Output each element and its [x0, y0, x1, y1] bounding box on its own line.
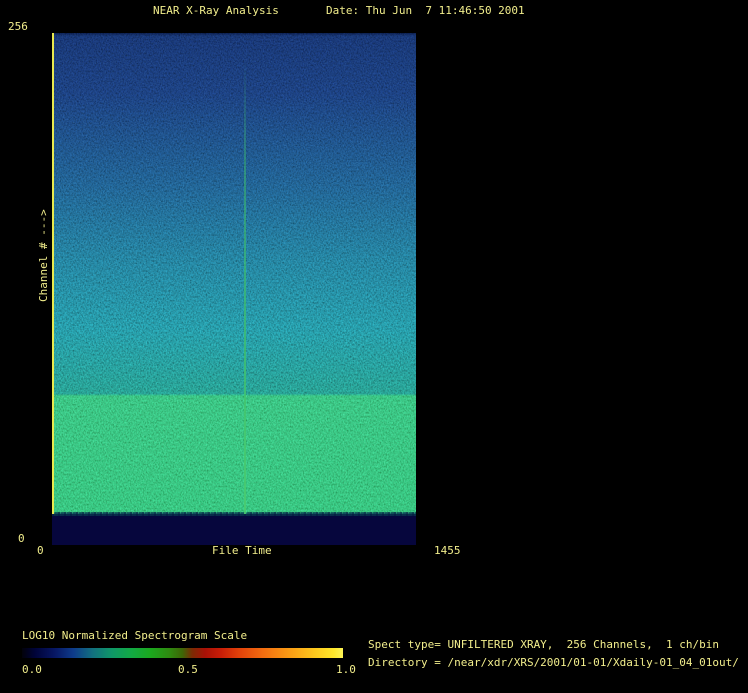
colorbar-tick-min: 0.0 [22, 663, 42, 676]
x-axis-title: File Time [212, 544, 272, 557]
colorbar-tick-mid: 0.5 [178, 663, 198, 676]
colorbar-tick-max: 1.0 [336, 663, 356, 676]
x-axis-max-label: 1455 [434, 544, 461, 557]
spectrogram-noise-texture [52, 33, 416, 514]
y-axis-max-label: 256 [8, 20, 28, 33]
event-streak [244, 61, 246, 514]
y-axis-title: Channel # ---> [37, 209, 50, 302]
directory-label: Directory = /near/xdr/XRS/2001/01-01/Xda… [368, 656, 739, 669]
date-label: Date: Thu Jun 7 11:46:50 2001 [326, 4, 525, 17]
page-title: NEAR X-Ray Analysis [153, 4, 279, 17]
spect-type-label: Spect type= UNFILTERED XRAY, 256 Channel… [368, 638, 719, 651]
band-edge-dither [52, 512, 416, 516]
x-axis-min-label: 0 [37, 544, 44, 557]
spectrogram-plot [52, 33, 416, 545]
y-axis-min-label: 0 [18, 532, 25, 545]
spectrogram-fine-noise-texture [52, 33, 416, 514]
y-axis-line [52, 33, 54, 514]
colorbar-gradient [22, 648, 343, 658]
colorbar-title: LOG10 Normalized Spectrogram Scale [22, 629, 248, 642]
